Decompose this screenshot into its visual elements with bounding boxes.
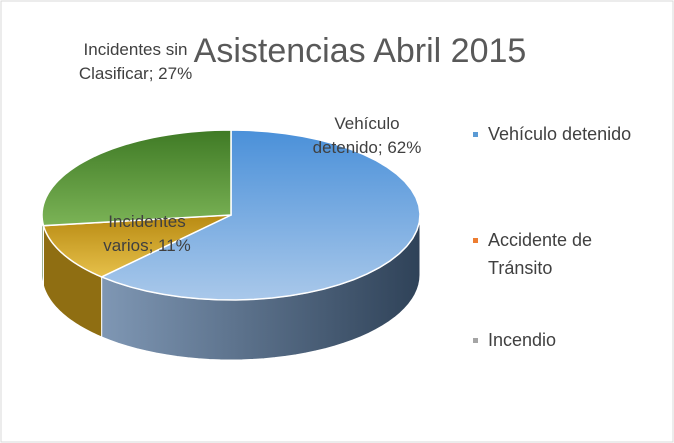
slice — [41, 129, 232, 227]
legend-marker — [473, 132, 478, 137]
legend-label: Vehículo detenido — [488, 124, 632, 144]
chart-title: Asistencias Abril 2015 — [193, 32, 527, 70]
data-label: Vehículo detenido; 62% — [312, 114, 422, 157]
slice — [42, 214, 232, 278]
legend-marker — [473, 238, 478, 243]
data-label: Incidentes sin Clasificar; 27% — [78, 40, 193, 83]
legend-marker — [473, 338, 478, 343]
legend-label: Incendio — [488, 330, 557, 350]
legend-label: Accidente de Tránsito — [488, 230, 593, 278]
slice — [99, 129, 421, 301]
data-label: Incidentes varios; 11% — [103, 212, 191, 255]
